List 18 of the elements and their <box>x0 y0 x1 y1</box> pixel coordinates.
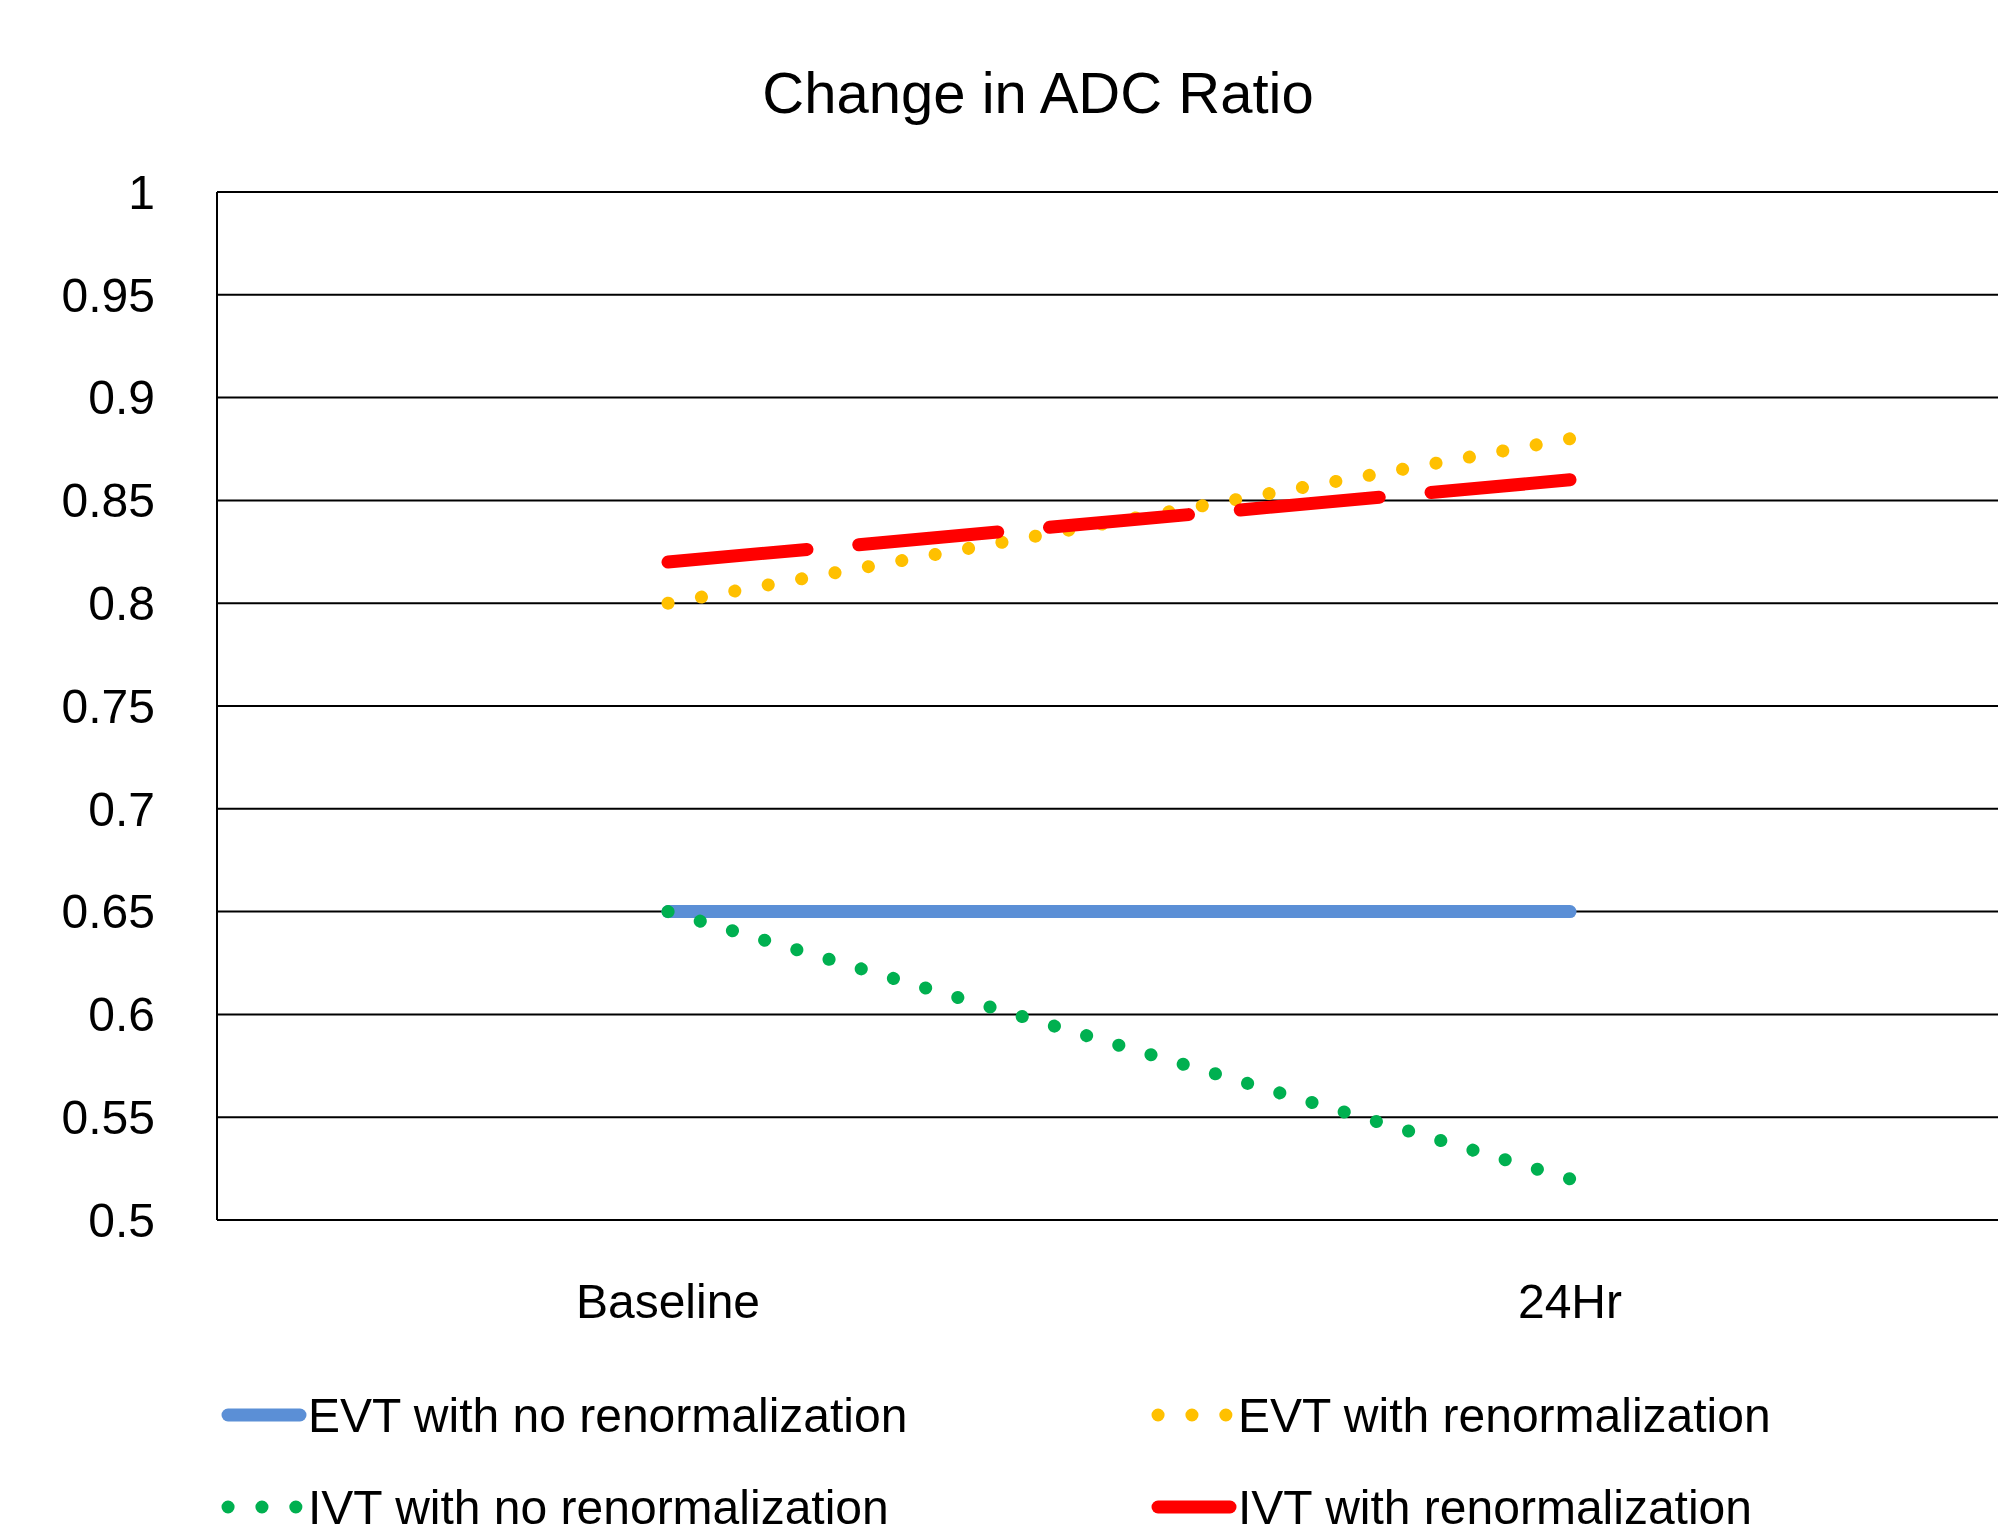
chart-title: Change in ADC Ratio <box>762 60 1314 125</box>
x-tick-label: 24Hr <box>1517 1275 1623 1328</box>
y-tick-label: 0.75 <box>61 679 155 733</box>
legend-label: IVT with renormalization <box>1238 1480 1752 1534</box>
x-tick-label: Baseline <box>575 1275 761 1328</box>
y-tick-label: 0.6 <box>88 988 155 1042</box>
y-tick-label: 0.8 <box>88 577 155 630</box>
y-tick-label: 0.85 <box>61 474 155 528</box>
y-tick-label: 1 <box>128 165 155 219</box>
y-tick-label: 0.65 <box>61 885 155 939</box>
y-tick-label: 0.9 <box>88 371 155 425</box>
legend-label: IVT with no renormalization <box>308 1480 889 1534</box>
y-tick-label: 0.95 <box>61 268 155 322</box>
legend-label: EVT with renormalization <box>1238 1388 1771 1442</box>
legend-label: EVT with no renormalization <box>308 1388 908 1442</box>
y-tick-label: 0.7 <box>88 782 155 836</box>
y-tick-label: 0.55 <box>61 1091 155 1144</box>
y-tick-label: 0.5 <box>88 1193 155 1247</box>
